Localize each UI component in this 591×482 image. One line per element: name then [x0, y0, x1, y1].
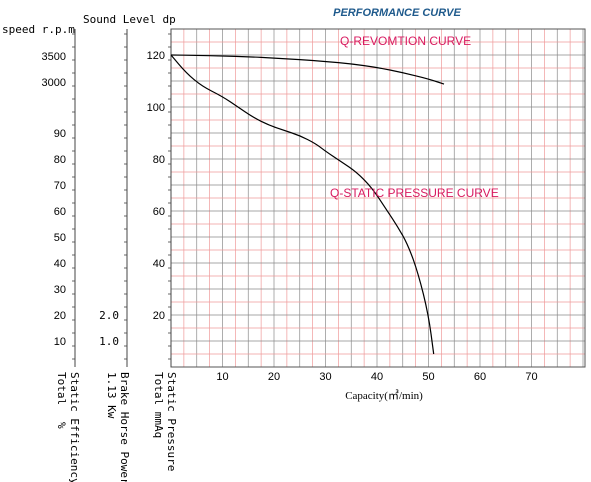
pressure-tick-label: 120 — [147, 50, 165, 62]
chart-title: PERFORMANCE CURVE — [333, 7, 461, 19]
x-tick-label: 20 — [268, 371, 280, 383]
efficiency-tick-label: 80 — [54, 154, 66, 166]
rpm-tick-label: 3500 — [42, 51, 66, 63]
efficiency-tick-label: 10 — [54, 336, 66, 348]
scale-header-sound: Sound Level dp — [83, 13, 176, 26]
bottom-label-group-2: Total mmAq Static Pressure — [152, 372, 178, 471]
efficiency-tick-label: 30 — [54, 284, 66, 296]
efficiency-tick-label: 40 — [54, 258, 66, 270]
bottom-label-text: Static Pressure — [165, 372, 178, 471]
bottom-label-text: Total mmAq — [152, 372, 165, 438]
bottom-label-group-1: 1.13 Kw Brake Horse Power — [105, 372, 131, 482]
x-axis-label: Capacity(㎥/min) — [345, 389, 423, 402]
series-label-static-pressure: Q-STATIC PRESSURE CURVE — [330, 186, 499, 200]
bottom-label-text: % — [55, 422, 68, 429]
x-tick-label: 60 — [474, 371, 486, 383]
pressure-tick-label: 40 — [153, 258, 165, 270]
bottom-label-text: Static Efficiency — [68, 372, 81, 482]
x-tick-label: 70 — [525, 371, 537, 383]
x-tick-label: 30 — [319, 371, 331, 383]
efficiency-tick-label: 50 — [54, 232, 66, 244]
efficiency-tick-label: 70 — [54, 180, 66, 192]
tick-labels: 10 20 30 40 50 60 70 3500 3000 90 80 70 60 50 40 30 20 10… — [42, 50, 538, 383]
bottom-scale-labels: Total Static Efficiency% 1.13 Kw Brake Hors… — [55, 372, 178, 482]
pressure-tick-label: 100 — [147, 102, 165, 114]
static-pressure-curve — [170, 54, 435, 355]
bottom-label-group-0: Total Static Efficiency% — [55, 372, 81, 482]
power-tick-label: 2.0 — [99, 309, 119, 322]
efficiency-tick-label: 90 — [54, 128, 66, 140]
efficiency-tick-label: 20 — [54, 310, 66, 322]
power-tick-label: 1.0 — [99, 335, 119, 348]
pressure-tick-label: 60 — [153, 206, 165, 218]
chart-frame — [72, 28, 586, 368]
x-tick-label: 10 — [216, 371, 228, 383]
revolution-curve — [170, 54, 445, 85]
x-tick-label: 40 — [371, 371, 383, 383]
x-tick-label: 50 — [422, 371, 434, 383]
series-label-revolution: Q-REVOMTION CURVE — [340, 34, 471, 48]
curves — [170, 54, 445, 355]
rpm-tick-label: 3000 — [42, 77, 66, 89]
efficiency-tick-label: 60 — [54, 206, 66, 218]
bottom-label-text: Brake Horse Power — [118, 372, 131, 482]
grid — [170, 28, 585, 368]
pressure-tick-label: 80 — [153, 154, 165, 166]
scale-header-speed: speed r.p.m — [2, 23, 75, 36]
pressure-tick-label: 20 — [153, 310, 165, 322]
bottom-label-text: Total — [55, 372, 68, 405]
bottom-label-text: 1.13 Kw — [105, 372, 118, 419]
